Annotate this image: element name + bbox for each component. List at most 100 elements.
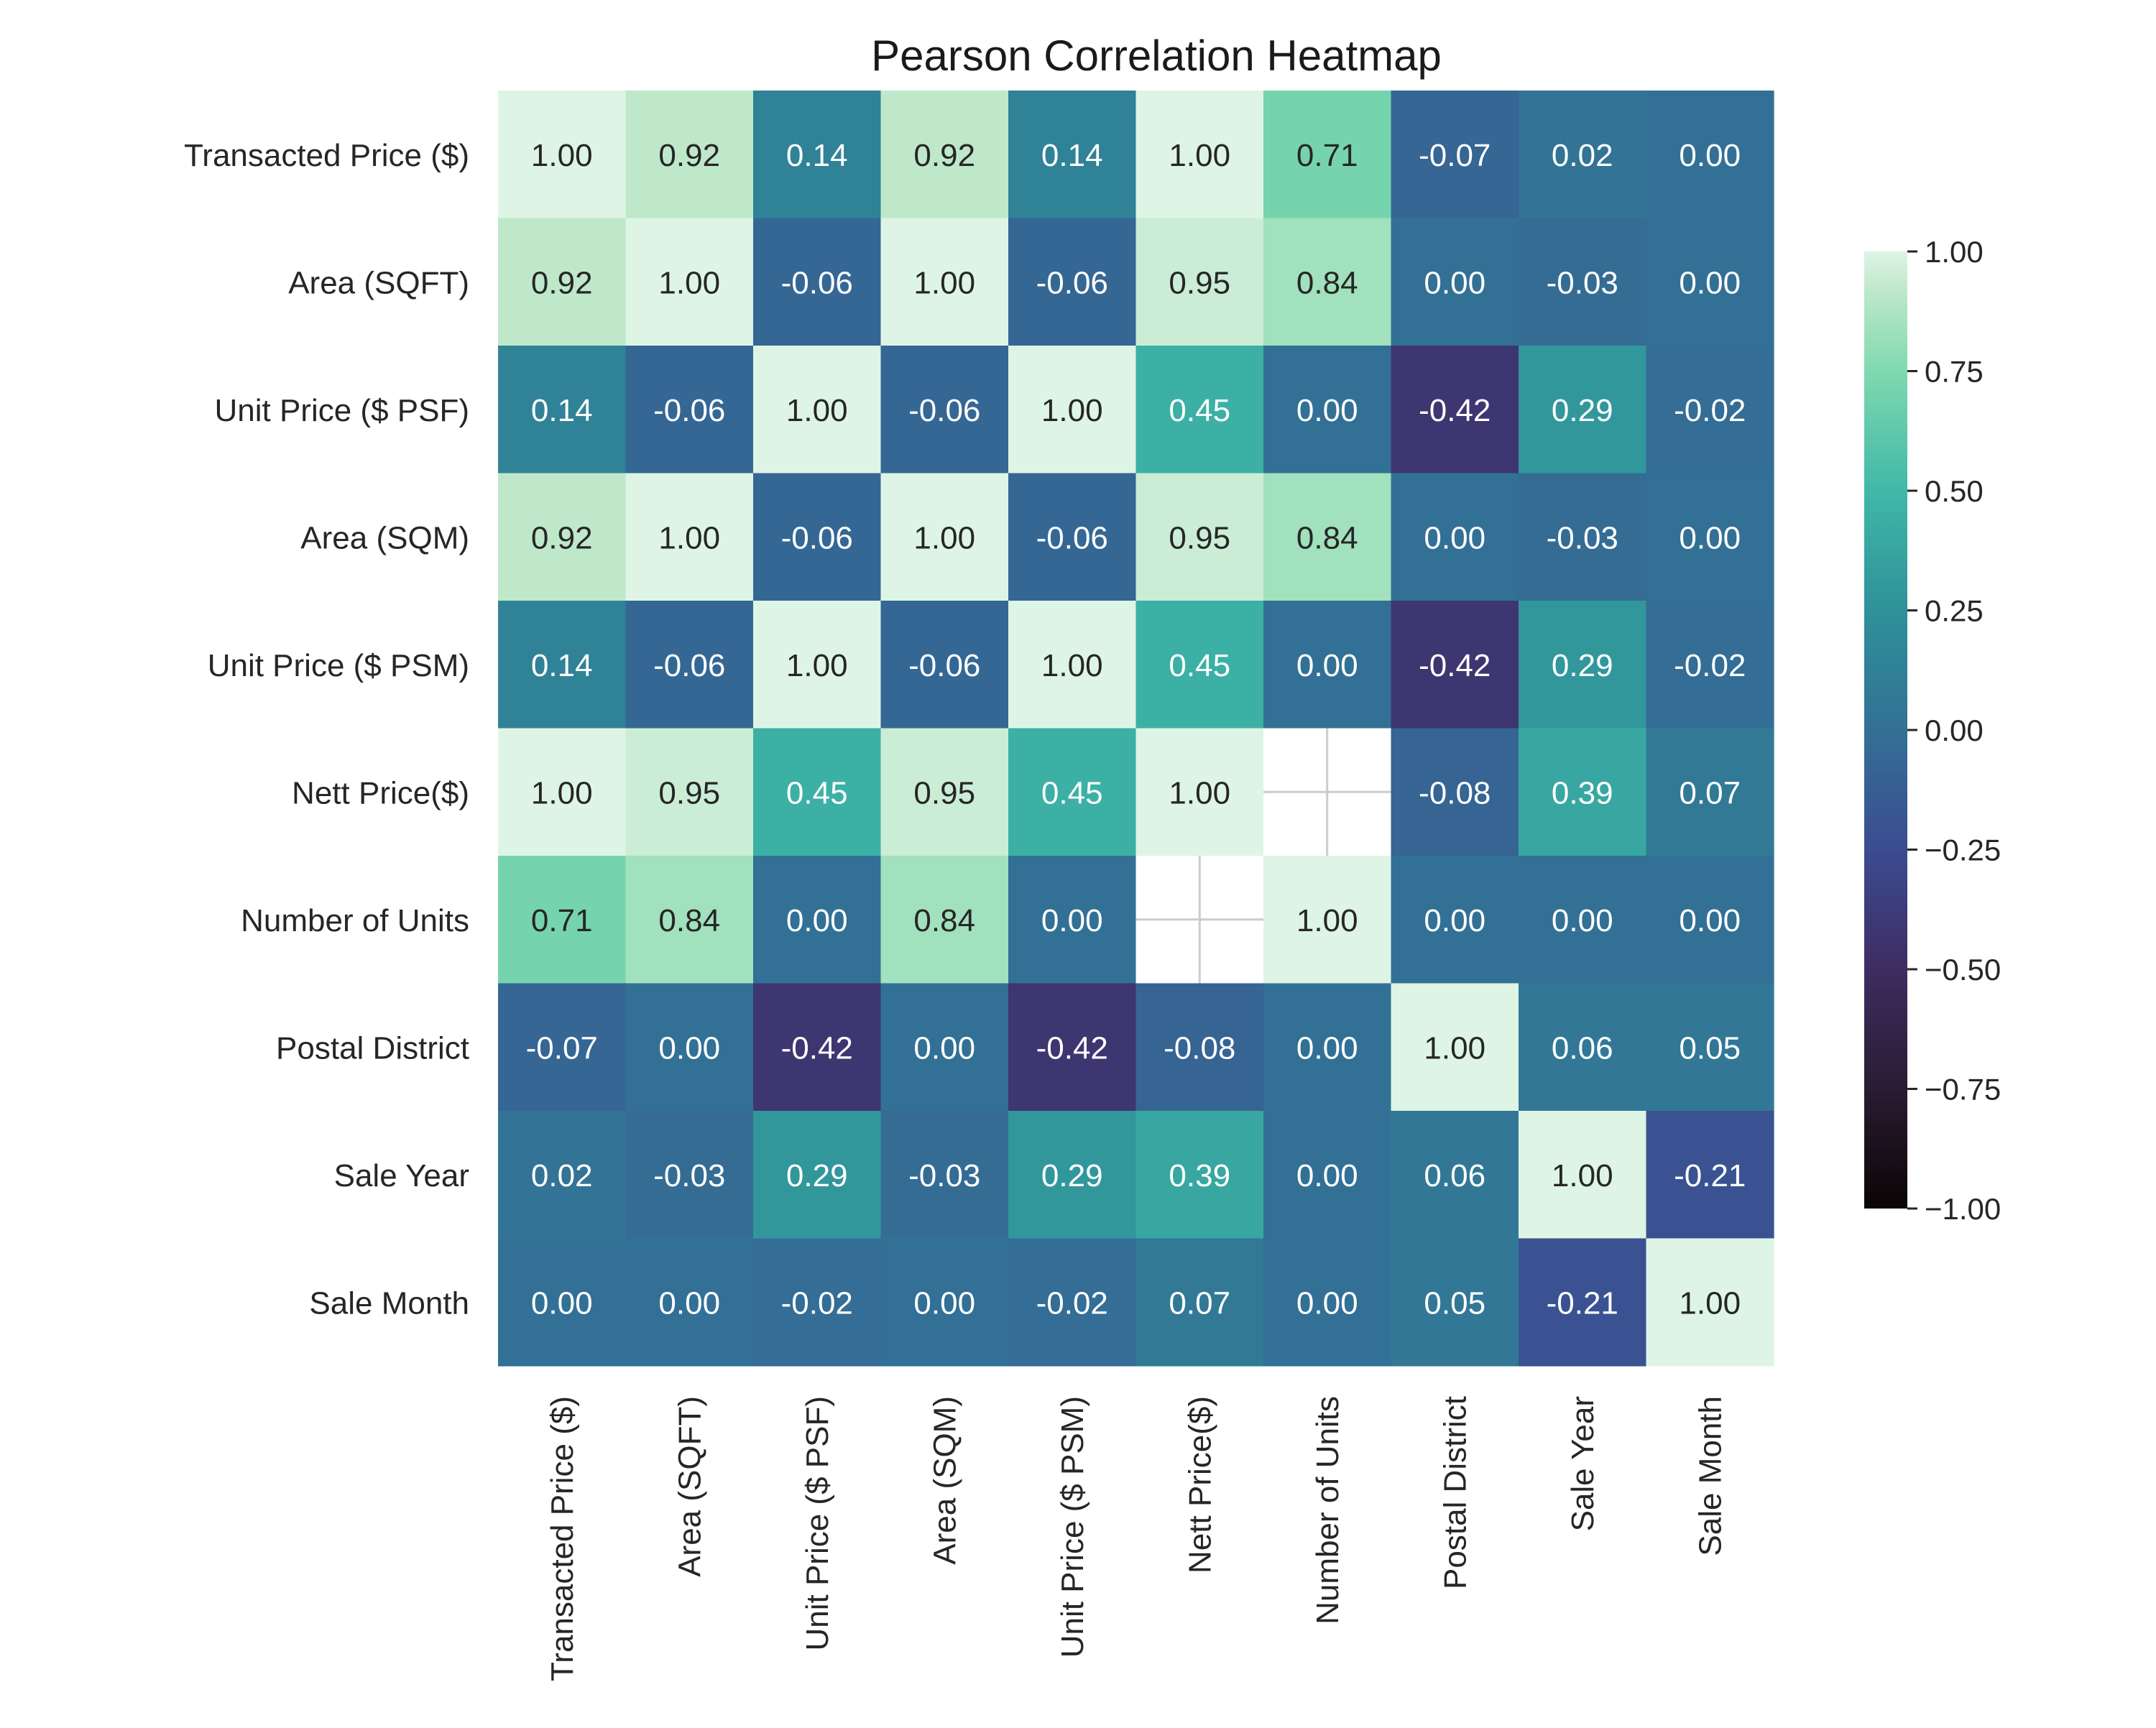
heatmap-cell-label: 0.00 [913,1030,975,1066]
heatmap-cell [753,346,882,474]
heatmap-cell [625,728,754,856]
heatmap-cell-label: 0.71 [1296,138,1358,173]
heatmap-cell-label: -0.03 [653,1158,725,1193]
heatmap-cell-label: -0.08 [1419,775,1491,810]
heatmap-cell-label: 0.14 [786,138,848,173]
heatmap-cell-label: 0.00 [1296,393,1358,428]
heatmap-cell [625,473,754,601]
heatmap-cell [625,856,754,984]
colorbar-tick-label: −1.00 [1925,1192,2001,1226]
heatmap-cell [625,218,754,346]
heatmap-cell [1646,473,1774,601]
heatmap-cell-label: -0.42 [1036,1030,1108,1066]
heatmap-cell [625,1111,754,1239]
heatmap-cell-label: 0.00 [658,1030,720,1066]
heatmap-cell [753,601,882,729]
column-label-unit-price-psf: Unit Price ($ PSF) [800,1396,835,1651]
heatmap-cell [753,983,882,1112]
heatmap-cell [1391,473,1519,601]
heatmap-cell [1008,473,1137,601]
heatmap-cell-label: -0.06 [653,648,725,683]
heatmap-cell [1391,1111,1519,1239]
row-label-transacted-price: Transacted Price ($) [184,138,469,173]
heatmap-cell-label: 1.00 [786,393,848,428]
heatmap-cell [1263,983,1392,1112]
heatmap-cell [753,728,882,856]
column-label-unit-price-psm: Unit Price ($ PSM) [1055,1396,1090,1658]
heatmap-cell [498,1111,627,1239]
heatmap-cell [1391,91,1519,219]
heatmap-cell-label: 0.39 [1552,775,1613,810]
heatmap-cell-label: 0.14 [1041,138,1103,173]
heatmap-cell-label: 0.00 [913,1285,975,1321]
heatmap-cell [1646,218,1774,346]
heatmap-cell-label: 1.00 [1296,903,1358,938]
colorbar-tick-label: −0.75 [1925,1073,2001,1106]
heatmap-cell [498,473,627,601]
heatmap-cell-label: 0.84 [1296,265,1358,300]
heatmap-cell [498,856,627,984]
heatmap-cell [1391,218,1519,346]
heatmap-cell [1646,91,1774,219]
heatmap-cell-label: 0.95 [913,775,975,810]
heatmap-cell-label: 1.00 [913,520,975,555]
column-label-sale-month: Sale Month [1692,1396,1728,1556]
heatmap-cell-label: 1.00 [531,775,593,810]
heatmap-cell [498,346,627,474]
heatmap-cell-label: 0.92 [658,138,720,173]
heatmap-cell [1135,218,1264,346]
heatmap-cell-label: 0.00 [1424,903,1485,938]
heatmap-cell [1008,856,1137,984]
heatmap-cells: 1.00 0.92 0.14 0.92 0.14 1.00 0.71 -0.07 0.02 0.0… [498,91,1774,1367]
heatmap-cell-label: 0.00 [1296,1285,1358,1321]
heatmap-cell [1519,601,1647,729]
heatmap-cell-label: 1.00 [1169,138,1230,173]
heatmap-cell-label: 0.07 [1679,775,1741,810]
heatmap-cell [1646,856,1774,984]
heatmap-cell-label: 0.00 [1424,520,1485,555]
heatmap-cell [625,91,754,219]
heatmap-cell-label: 1.00 [786,648,848,683]
heatmap-cell-label: -0.21 [1674,1158,1746,1193]
heatmap-cell-label: 0.02 [531,1158,593,1193]
heatmap-cell-label: 0.00 [1296,1030,1358,1066]
heatmap-cell [1135,1111,1264,1239]
heatmap-cell [1263,601,1392,729]
colorbar-tick-label: 1.00 [1925,235,1984,269]
colorbar-tick-label: −0.25 [1925,833,2001,867]
heatmap-cell-label: 0.92 [913,138,975,173]
heatmap-cell-label: 0.00 [1679,265,1741,300]
heatmap-cell-label: 1.00 [1424,1030,1485,1066]
heatmap-cell [625,346,754,474]
heatmap-cell-label: -0.06 [781,520,853,555]
heatmap-cell [1008,218,1137,346]
heatmap-cell [753,218,882,346]
heatmap-cell [1263,473,1392,601]
heatmap-cell [498,728,627,856]
row-labels: Transacted Price ($) Area (SQFT) Unit Pric… [184,138,469,1321]
heatmap-cell [1391,983,1519,1112]
colorbar-tick-label: 0.00 [1925,713,1984,747]
heatmap-cell-label: -0.02 [1674,648,1746,683]
heatmap-cell-label: -0.02 [1674,393,1746,428]
heatmap-cell [1391,601,1519,729]
heatmap-cell-label: 0.45 [1041,775,1103,810]
heatmap-cell-label: -0.42 [1419,648,1491,683]
colorbar-tick-label: 0.50 [1925,474,1984,508]
heatmap-cell-label: 0.07 [1169,1285,1230,1321]
heatmap-cell [880,728,1009,856]
heatmap-cell-missing [1263,728,1392,856]
heatmap-cell [498,91,627,219]
heatmap-cell [753,473,882,601]
heatmap-cell-label: 0.95 [1169,265,1230,300]
heatmap-cell-label: -0.03 [908,1158,980,1193]
heatmap-cell [1391,1238,1519,1367]
heatmap-cell-label: -0.06 [653,393,725,428]
heatmap-cell-label: 0.92 [531,265,593,300]
heatmap-cell-label: 0.84 [1296,520,1358,555]
heatmap-cell-label: 0.29 [1552,393,1613,428]
heatmap-cell-label: -0.42 [781,1030,853,1066]
column-label-nett-price: Nett Price($) [1182,1396,1217,1574]
heatmap-cell [1519,91,1647,219]
heatmap-cell [1135,91,1264,219]
